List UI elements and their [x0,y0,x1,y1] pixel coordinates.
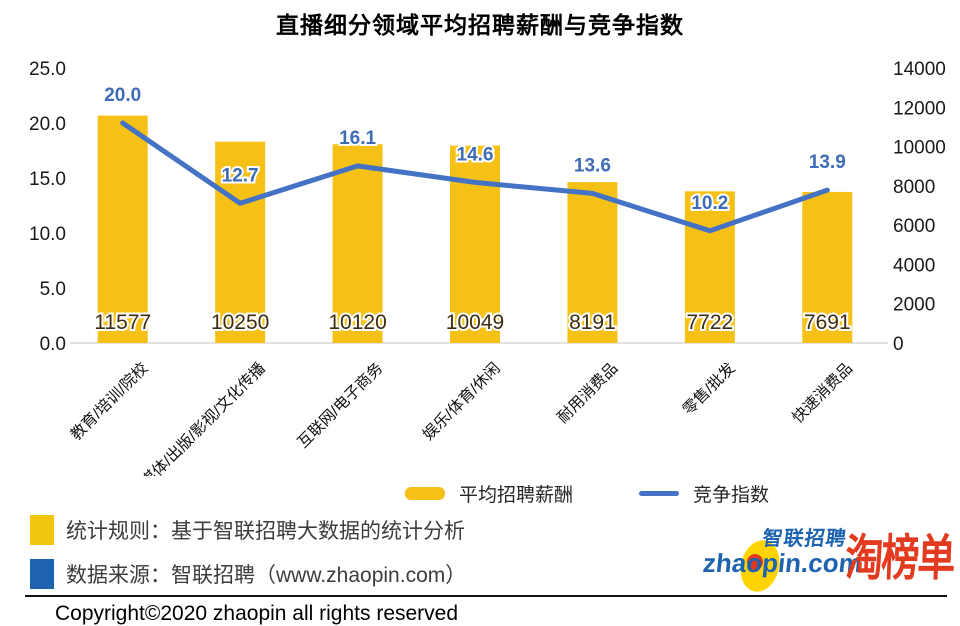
salary-value-label: 10250 [211,311,269,334]
index-value-label: 13.6 [574,155,611,176]
index-value-label: 20.0 [104,85,141,106]
blue-square-icon [30,559,54,589]
footer-divider [25,595,947,597]
copyright-text: Copyright©2020 zhaopin all rights reserv… [55,602,459,625]
right-axis-tick: 4000 [893,255,935,276]
index-value-label: 16.1 [339,128,376,149]
chart-title: 直播细分领域平均招聘薪酬与竞争指数 [276,12,684,38]
index-value-label: 13.9 [809,152,846,173]
note-data-source: 数据来源：智联招聘（www.zhaopin.com） [30,559,466,589]
note-statistics-rule: 统计规则：基于智联招聘大数据的统计分析 [30,515,465,545]
right-axis-tick: 2000 [893,295,935,316]
salary-value-label: 7691 [804,311,851,334]
yellow-square-icon [30,515,54,545]
index-value-label: 14.6 [457,144,494,165]
salary-bar [332,144,383,343]
index-legend-label: 竞争指数 [693,485,770,506]
index-legend-line-icon [639,491,680,496]
category-label: 耐用消费品 [554,359,622,427]
category-label: 教育/培训/院校 [66,358,151,443]
index-value-label: 10.2 [691,193,728,214]
salary-legend-label: 平均招聘薪酬 [459,485,574,506]
right-axis-tick: 8000 [893,177,935,198]
left-axis-tick: 0.0 [40,334,66,355]
category-label: 快速消费品 [789,359,857,427]
chart-legend: 平均招聘薪酬 竞争指数 [405,480,769,507]
combo-chart: 25.0 20.0 15.0 10.0 5.0 0.0 14000 12000 10000 800… [29,59,946,476]
zhaopin-logo-cn: 智联招聘 [761,528,849,550]
zhaopin-logo-en: zhaopin.com [701,548,864,578]
partner-logo: 淘榜单 [844,532,955,587]
zhaopin-dot-icon [747,554,763,570]
salary-bar [215,141,266,343]
competition-index-line [120,120,830,234]
salary-bar [802,191,853,343]
category-label: 娱乐/体育/休闲 [419,359,504,444]
index-value-label: 12.7 [222,165,259,186]
data-source-text: 数据来源：智联招聘（www.zhaopin.com） [66,564,467,587]
salary-bar [684,191,735,343]
left-axis-tick: 10.0 [29,224,66,245]
left-axis-tick: 25.0 [29,59,66,80]
salary-legend-swatch-icon [405,487,445,500]
left-axis-tick: 20.0 [29,114,66,135]
right-axis-tick: 10000 [893,138,946,159]
left-axis-tick: 5.0 [40,279,66,300]
salary-value-label: 11577 [94,311,151,334]
right-axis-tick: 12000 [893,98,946,119]
salary-bar [567,182,618,343]
category-label: 零售/批发 [679,359,739,419]
left-axis-tick: 15.0 [29,169,66,190]
salary-value-label: 10120 [328,311,386,334]
salary-value-label: 10049 [446,311,504,334]
salary-value-label: 8191 [569,311,616,334]
statistics-rule-text: 统计规则：基于智联招聘大数据的统计分析 [66,520,465,543]
right-axis-tick: 14000 [893,59,946,80]
right-axis-tick: 6000 [893,216,935,237]
salary-bar [97,115,148,344]
category-label: 媒体/出版/影视/文化传播 [138,359,270,476]
publisher-logos: zhaopin.com 智联招聘 淘榜单 [695,516,955,596]
category-label: 互联网/电子商务 [294,359,386,451]
right-axis-tick: 0 [893,334,904,355]
salary-value-label: 7722 [686,311,733,334]
